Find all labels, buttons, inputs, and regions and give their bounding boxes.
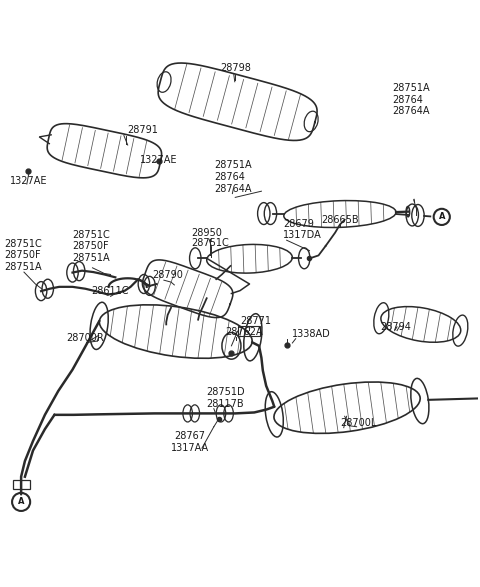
Text: 28751C: 28751C xyxy=(192,238,229,248)
Text: 28751A
28764
28764A: 28751A 28764 28764A xyxy=(392,83,430,116)
Text: 1327AE: 1327AE xyxy=(140,155,178,165)
Text: 28751C
28750F
28751A: 28751C 28750F 28751A xyxy=(72,230,110,263)
Text: 28794: 28794 xyxy=(380,322,411,332)
Text: 28767
1317AA: 28767 1317AA xyxy=(171,431,209,453)
Text: 28700R: 28700R xyxy=(66,333,104,343)
Text: 28665B: 28665B xyxy=(321,214,359,224)
Text: 28950: 28950 xyxy=(192,228,222,238)
Text: 28762A: 28762A xyxy=(225,328,263,338)
Text: 28700L: 28700L xyxy=(340,418,376,428)
Text: 1327AE: 1327AE xyxy=(10,176,48,186)
Text: A: A xyxy=(18,497,24,507)
Text: 28771: 28771 xyxy=(240,316,271,326)
Text: 28611C: 28611C xyxy=(92,286,129,296)
Text: 28751D
28117B: 28751D 28117B xyxy=(207,387,245,409)
Text: 28751A
28764
28764A: 28751A 28764 28764A xyxy=(214,160,252,194)
Text: 28679
1317DA: 28679 1317DA xyxy=(283,218,322,240)
Text: 1338AD: 1338AD xyxy=(292,329,331,339)
Text: 28798: 28798 xyxy=(220,63,251,73)
Text: 28790: 28790 xyxy=(152,270,183,280)
Text: 28791: 28791 xyxy=(127,124,157,134)
Text: 28751C
28750F
28751A: 28751C 28750F 28751A xyxy=(4,239,42,272)
Text: A: A xyxy=(439,212,445,221)
